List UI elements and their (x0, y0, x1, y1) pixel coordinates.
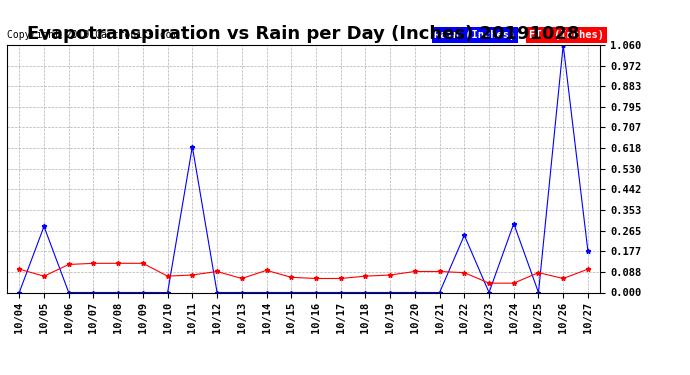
Text: ET  (Inches): ET (Inches) (529, 30, 604, 40)
Text: Copyright 2019 Cartronics.com: Copyright 2019 Cartronics.com (7, 30, 177, 40)
Title: Evapotranspiration vs Rain per Day (Inches) 20191028: Evapotranspiration vs Rain per Day (Inch… (28, 26, 580, 44)
Text: Rain (Inches): Rain (Inches) (434, 30, 515, 40)
